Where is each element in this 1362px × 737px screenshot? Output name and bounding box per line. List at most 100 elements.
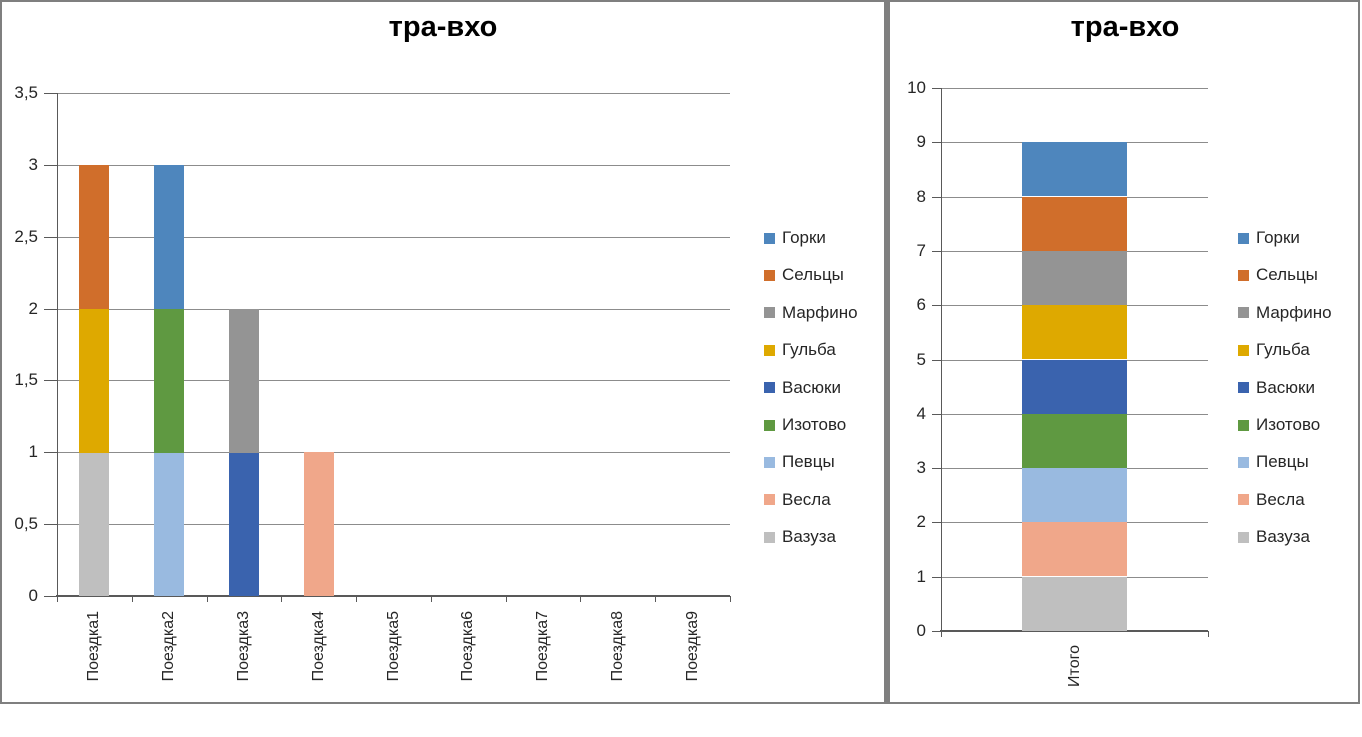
y-axis-tick xyxy=(932,414,941,415)
y-tick-label: 5 xyxy=(916,350,926,369)
y-axis-tick xyxy=(44,237,57,238)
legend-label: Вазуза xyxy=(782,527,836,546)
legend-swatch xyxy=(1238,345,1249,356)
bar-segment-Сельцы xyxy=(1022,197,1127,251)
y-tick-label: 4 xyxy=(916,404,926,423)
x-category-label: Поездка5 xyxy=(385,611,402,682)
y-tick-label: 2 xyxy=(28,299,38,318)
bar-segment-Марфино xyxy=(1022,251,1127,305)
legend-swatch xyxy=(1238,532,1249,543)
legend-swatch xyxy=(764,494,775,505)
legend-label: Марфино xyxy=(1256,303,1332,322)
bar-segment-Весла xyxy=(304,452,334,596)
x-axis-tick xyxy=(132,596,133,602)
x-category-label: Поездка1 xyxy=(85,611,102,682)
legend-label: Гульба xyxy=(1256,340,1310,359)
y-axis-tick xyxy=(44,165,57,166)
x-category-label: Поездка9 xyxy=(684,611,701,682)
legend-label: Весла xyxy=(1256,490,1305,509)
gridline xyxy=(57,380,730,381)
y-axis-tick xyxy=(44,452,57,453)
legend-swatch xyxy=(764,532,775,543)
legend-swatch xyxy=(1238,270,1249,281)
y-axis-tick xyxy=(932,251,941,252)
legend-swatch xyxy=(1238,382,1249,393)
x-axis-tick xyxy=(431,596,432,602)
x-axis-tick xyxy=(655,596,656,602)
x-category-label: Поездка2 xyxy=(160,611,177,682)
legend-label: Васюки xyxy=(782,378,841,397)
bar-segment-Вазуза xyxy=(1022,577,1127,631)
bar-segment-Певцы xyxy=(1022,468,1127,522)
y-axis-tick xyxy=(44,93,57,94)
y-axis-tick xyxy=(44,380,57,381)
y-axis-tick xyxy=(932,577,941,578)
legend-swatch xyxy=(764,382,775,393)
y-tick-label: 0,5 xyxy=(14,514,38,533)
y-tick-label: 3 xyxy=(916,458,926,477)
y-axis-tick xyxy=(932,468,941,469)
legend-label: Изотово xyxy=(782,415,847,434)
gridline xyxy=(57,452,730,453)
legend-label: Певцы xyxy=(1256,452,1309,471)
legend-label: Васюки xyxy=(1256,378,1315,397)
x-category-label: Поездка4 xyxy=(310,611,327,682)
y-axis-line xyxy=(57,93,58,596)
y-tick-label: 2 xyxy=(916,512,926,531)
bar-segment-Марфино xyxy=(229,309,259,453)
gridline xyxy=(57,524,730,525)
workbook-charts-view: тра-вхо 0 0,5 1 1,5 2 2,5 3 3,5 Поездка1 Поездка2… xyxy=(0,0,1360,704)
x-category-label: Поездка6 xyxy=(459,611,476,682)
y-tick-label: 1,5 xyxy=(14,370,38,389)
x-axis-tick xyxy=(941,631,942,637)
y-tick-label: 3 xyxy=(28,155,38,174)
legend-swatch xyxy=(764,457,775,468)
legend-label: Сельцы xyxy=(1256,265,1318,284)
y-axis-tick xyxy=(932,631,941,632)
bar-segment-Васюки xyxy=(1022,360,1127,414)
y-axis-tick xyxy=(932,305,941,306)
chart-title: тра-вхо xyxy=(1070,11,1180,43)
bar-segment-Горки xyxy=(154,165,184,309)
legend-label: Горки xyxy=(1256,228,1300,247)
gridline xyxy=(941,88,1208,89)
x-category-label: Поездка3 xyxy=(235,611,252,682)
bar-segment-Изотово xyxy=(154,309,184,453)
legend-label: Сельцы xyxy=(782,265,844,284)
y-tick-label: 10 xyxy=(907,78,926,97)
legend-label: Певцы xyxy=(782,452,835,471)
y-axis-tick xyxy=(44,309,57,310)
y-tick-label: 0 xyxy=(916,621,926,640)
legend-swatch xyxy=(764,345,775,356)
bar-segment-Сельцы xyxy=(79,165,109,309)
y-tick-label: 1 xyxy=(916,567,926,586)
legend-swatch xyxy=(764,233,775,244)
y-axis-tick xyxy=(932,197,941,198)
x-axis-line xyxy=(56,595,730,597)
panel-divider xyxy=(884,0,890,704)
legend-label: Изотово xyxy=(1256,415,1321,434)
legend-swatch xyxy=(764,270,775,281)
y-tick-label: 0 xyxy=(28,586,38,605)
legend-swatch xyxy=(1238,233,1249,244)
legend-label: Горки xyxy=(782,228,826,247)
x-axis-tick xyxy=(281,596,282,602)
legend-swatch xyxy=(764,307,775,318)
legend-swatch xyxy=(1238,420,1249,431)
legend-swatch xyxy=(1238,457,1249,468)
x-category-label: Итого xyxy=(1066,645,1083,687)
x-axis-line xyxy=(940,630,1208,632)
y-axis-line xyxy=(941,88,942,631)
y-tick-label: 2,5 xyxy=(14,227,38,246)
legend-label: Гульба xyxy=(782,340,836,359)
y-tick-label: 7 xyxy=(916,241,926,260)
y-tick-label: 1 xyxy=(28,442,38,461)
x-axis-tick xyxy=(1208,631,1209,637)
x-axis-tick xyxy=(730,596,731,602)
gridline xyxy=(57,309,730,310)
x-axis-tick xyxy=(580,596,581,602)
y-axis-tick xyxy=(932,360,941,361)
legend-swatch xyxy=(764,420,775,431)
y-axis-tick xyxy=(932,142,941,143)
y-axis-tick xyxy=(932,522,941,523)
